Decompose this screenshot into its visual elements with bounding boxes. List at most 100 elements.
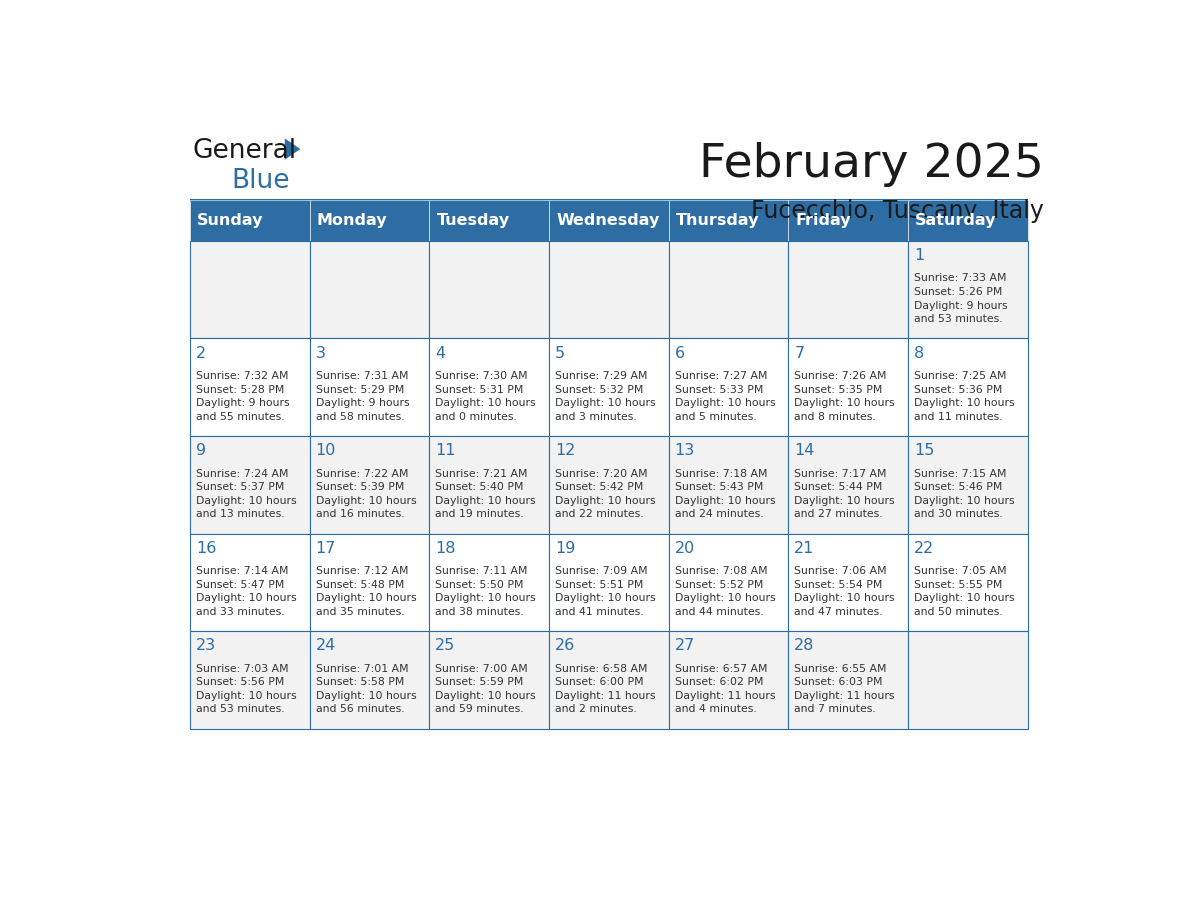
Text: 13: 13 — [675, 443, 695, 458]
Text: Sunrise: 7:31 AM
Sunset: 5:29 PM
Daylight: 9 hours
and 58 minutes.: Sunrise: 7:31 AM Sunset: 5:29 PM Dayligh… — [316, 371, 409, 421]
Text: Sunrise: 7:20 AM
Sunset: 5:42 PM
Daylight: 10 hours
and 22 minutes.: Sunrise: 7:20 AM Sunset: 5:42 PM Dayligh… — [555, 468, 656, 520]
Bar — [908, 200, 1028, 241]
Bar — [190, 631, 310, 729]
Text: Sunrise: 7:12 AM
Sunset: 5:48 PM
Daylight: 10 hours
and 35 minutes.: Sunrise: 7:12 AM Sunset: 5:48 PM Dayligh… — [316, 566, 416, 617]
Text: 16: 16 — [196, 541, 216, 555]
Text: Sunrise: 7:32 AM
Sunset: 5:28 PM
Daylight: 9 hours
and 55 minutes.: Sunrise: 7:32 AM Sunset: 5:28 PM Dayligh… — [196, 371, 290, 421]
Bar — [429, 436, 549, 533]
Bar — [669, 533, 789, 631]
Bar — [310, 631, 429, 729]
Text: Sunrise: 6:55 AM
Sunset: 6:03 PM
Daylight: 11 hours
and 7 minutes.: Sunrise: 6:55 AM Sunset: 6:03 PM Dayligh… — [795, 664, 895, 714]
Text: Sunrise: 7:06 AM
Sunset: 5:54 PM
Daylight: 10 hours
and 47 minutes.: Sunrise: 7:06 AM Sunset: 5:54 PM Dayligh… — [795, 566, 895, 617]
Text: Sunrise: 7:21 AM
Sunset: 5:40 PM
Daylight: 10 hours
and 19 minutes.: Sunrise: 7:21 AM Sunset: 5:40 PM Dayligh… — [435, 468, 536, 520]
Bar — [429, 533, 549, 631]
Bar — [789, 631, 908, 729]
Text: Sunrise: 7:05 AM
Sunset: 5:55 PM
Daylight: 10 hours
and 50 minutes.: Sunrise: 7:05 AM Sunset: 5:55 PM Dayligh… — [914, 566, 1015, 617]
Text: Saturday: Saturday — [915, 213, 997, 228]
Text: Sunday: Sunday — [197, 213, 264, 228]
Bar — [429, 241, 549, 339]
Text: Wednesday: Wednesday — [556, 213, 659, 228]
Text: 2: 2 — [196, 345, 206, 361]
Text: Friday: Friday — [796, 213, 851, 228]
Text: Tuesday: Tuesday — [436, 213, 510, 228]
Text: 25: 25 — [435, 638, 455, 654]
Text: Sunrise: 7:33 AM
Sunset: 5:26 PM
Daylight: 9 hours
and 53 minutes.: Sunrise: 7:33 AM Sunset: 5:26 PM Dayligh… — [914, 274, 1007, 324]
Text: Sunrise: 7:15 AM
Sunset: 5:46 PM
Daylight: 10 hours
and 30 minutes.: Sunrise: 7:15 AM Sunset: 5:46 PM Dayligh… — [914, 468, 1015, 520]
Text: Monday: Monday — [317, 213, 387, 228]
Bar — [310, 436, 429, 533]
Bar — [789, 339, 908, 436]
Text: Sunrise: 7:29 AM
Sunset: 5:32 PM
Daylight: 10 hours
and 3 minutes.: Sunrise: 7:29 AM Sunset: 5:32 PM Dayligh… — [555, 371, 656, 421]
Text: 21: 21 — [795, 541, 815, 555]
Bar — [549, 200, 669, 241]
Bar — [429, 631, 549, 729]
Bar — [669, 339, 789, 436]
Text: Sunrise: 7:17 AM
Sunset: 5:44 PM
Daylight: 10 hours
and 27 minutes.: Sunrise: 7:17 AM Sunset: 5:44 PM Dayligh… — [795, 468, 895, 520]
Text: General: General — [192, 139, 297, 164]
Bar — [429, 339, 549, 436]
Bar — [549, 533, 669, 631]
Bar — [908, 533, 1028, 631]
Text: Sunrise: 6:57 AM
Sunset: 6:02 PM
Daylight: 11 hours
and 4 minutes.: Sunrise: 6:57 AM Sunset: 6:02 PM Dayligh… — [675, 664, 776, 714]
Bar — [669, 200, 789, 241]
Bar — [908, 339, 1028, 436]
Text: 3: 3 — [316, 345, 326, 361]
Bar — [669, 436, 789, 533]
Text: 5: 5 — [555, 345, 565, 361]
Text: Sunrise: 7:18 AM
Sunset: 5:43 PM
Daylight: 10 hours
and 24 minutes.: Sunrise: 7:18 AM Sunset: 5:43 PM Dayligh… — [675, 468, 776, 520]
Text: Sunrise: 7:22 AM
Sunset: 5:39 PM
Daylight: 10 hours
and 16 minutes.: Sunrise: 7:22 AM Sunset: 5:39 PM Dayligh… — [316, 468, 416, 520]
Text: 27: 27 — [675, 638, 695, 654]
Text: Sunrise: 7:09 AM
Sunset: 5:51 PM
Daylight: 10 hours
and 41 minutes.: Sunrise: 7:09 AM Sunset: 5:51 PM Dayligh… — [555, 566, 656, 617]
Text: Fucecchio, Tuscany, Italy: Fucecchio, Tuscany, Italy — [751, 198, 1043, 222]
Bar — [789, 200, 908, 241]
Text: 14: 14 — [795, 443, 815, 458]
Text: 22: 22 — [914, 541, 934, 555]
Bar — [310, 241, 429, 339]
Text: 7: 7 — [795, 345, 804, 361]
Text: Sunrise: 7:03 AM
Sunset: 5:56 PM
Daylight: 10 hours
and 53 minutes.: Sunrise: 7:03 AM Sunset: 5:56 PM Dayligh… — [196, 664, 297, 714]
Text: Sunrise: 7:24 AM
Sunset: 5:37 PM
Daylight: 10 hours
and 13 minutes.: Sunrise: 7:24 AM Sunset: 5:37 PM Dayligh… — [196, 468, 297, 520]
Text: Sunrise: 7:00 AM
Sunset: 5:59 PM
Daylight: 10 hours
and 59 minutes.: Sunrise: 7:00 AM Sunset: 5:59 PM Dayligh… — [435, 664, 536, 714]
Bar — [190, 200, 310, 241]
Text: 10: 10 — [316, 443, 336, 458]
Text: 4: 4 — [435, 345, 446, 361]
Bar — [908, 241, 1028, 339]
Bar — [429, 200, 549, 241]
Bar — [310, 339, 429, 436]
Text: 17: 17 — [316, 541, 336, 555]
Text: Sunrise: 7:27 AM
Sunset: 5:33 PM
Daylight: 10 hours
and 5 minutes.: Sunrise: 7:27 AM Sunset: 5:33 PM Dayligh… — [675, 371, 776, 421]
Bar — [669, 631, 789, 729]
Text: 11: 11 — [435, 443, 456, 458]
Text: 26: 26 — [555, 638, 575, 654]
Bar — [549, 339, 669, 436]
Bar — [669, 241, 789, 339]
Text: 8: 8 — [914, 345, 924, 361]
Text: Sunrise: 7:25 AM
Sunset: 5:36 PM
Daylight: 10 hours
and 11 minutes.: Sunrise: 7:25 AM Sunset: 5:36 PM Dayligh… — [914, 371, 1015, 421]
Bar — [908, 631, 1028, 729]
Text: 6: 6 — [675, 345, 684, 361]
Text: 18: 18 — [435, 541, 456, 555]
Text: Thursday: Thursday — [676, 213, 759, 228]
Text: 1: 1 — [914, 248, 924, 263]
Bar — [549, 241, 669, 339]
Text: February 2025: February 2025 — [699, 142, 1043, 187]
Bar — [310, 200, 429, 241]
Bar — [190, 533, 310, 631]
Text: Sunrise: 6:58 AM
Sunset: 6:00 PM
Daylight: 11 hours
and 2 minutes.: Sunrise: 6:58 AM Sunset: 6:00 PM Dayligh… — [555, 664, 656, 714]
Bar — [549, 436, 669, 533]
Bar — [908, 436, 1028, 533]
Text: 23: 23 — [196, 638, 216, 654]
Text: 28: 28 — [795, 638, 815, 654]
Text: 15: 15 — [914, 443, 935, 458]
Bar — [190, 199, 1028, 202]
Bar — [310, 533, 429, 631]
Bar — [789, 241, 908, 339]
Text: Sunrise: 7:30 AM
Sunset: 5:31 PM
Daylight: 10 hours
and 0 minutes.: Sunrise: 7:30 AM Sunset: 5:31 PM Dayligh… — [435, 371, 536, 421]
Bar — [789, 533, 908, 631]
Bar — [789, 436, 908, 533]
Bar — [190, 436, 310, 533]
Bar — [549, 631, 669, 729]
Text: Sunrise: 7:01 AM
Sunset: 5:58 PM
Daylight: 10 hours
and 56 minutes.: Sunrise: 7:01 AM Sunset: 5:58 PM Dayligh… — [316, 664, 416, 714]
Text: 19: 19 — [555, 541, 575, 555]
Text: Sunrise: 7:14 AM
Sunset: 5:47 PM
Daylight: 10 hours
and 33 minutes.: Sunrise: 7:14 AM Sunset: 5:47 PM Dayligh… — [196, 566, 297, 617]
